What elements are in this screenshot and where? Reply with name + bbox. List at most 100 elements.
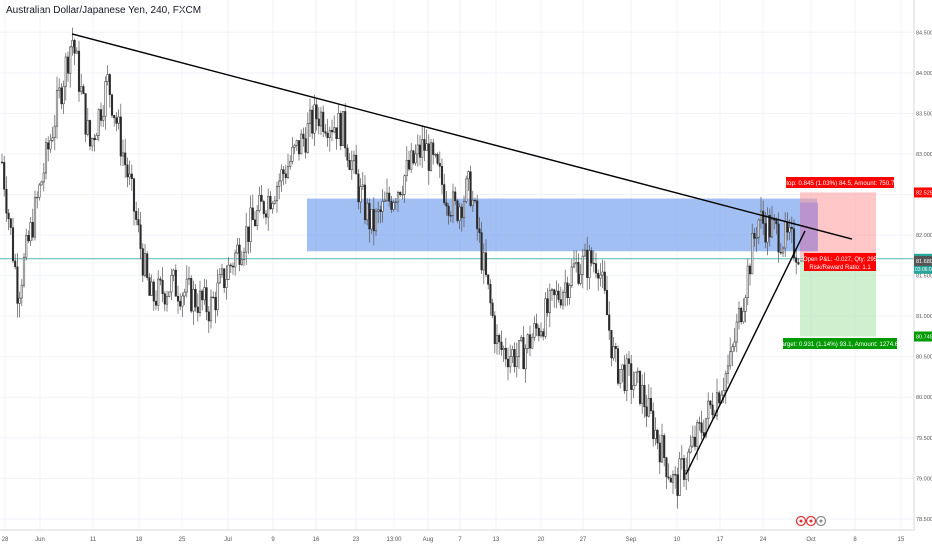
candle-body xyxy=(652,410,655,439)
candle-body xyxy=(403,175,406,195)
target-price-tag-bg xyxy=(914,331,932,342)
candle-body xyxy=(535,323,538,329)
candle-body xyxy=(473,199,477,202)
candle-body xyxy=(449,215,452,217)
candle-body xyxy=(704,418,708,437)
candle-body xyxy=(451,191,455,217)
candle-body xyxy=(203,287,206,301)
candle-body xyxy=(643,385,646,408)
candle-body xyxy=(62,86,65,105)
candle-body xyxy=(603,271,606,291)
candle-body xyxy=(5,188,8,214)
candle-body xyxy=(152,281,155,302)
time-tick-label: Sep xyxy=(626,537,637,543)
candle-body xyxy=(91,138,94,147)
candle-body xyxy=(205,287,208,313)
candle-body xyxy=(546,298,549,314)
candle-body xyxy=(550,289,554,291)
candle-body xyxy=(718,392,721,404)
candle-body xyxy=(436,154,439,164)
candle-body xyxy=(249,207,252,242)
candle-body xyxy=(528,334,532,349)
candle-body xyxy=(731,346,734,352)
candle-body xyxy=(537,327,540,337)
trendlines xyxy=(71,33,853,475)
candle-body xyxy=(328,129,331,138)
candle-body xyxy=(359,186,362,203)
candle-body xyxy=(509,356,512,368)
time-tick-label: Jun xyxy=(35,537,45,543)
candle-body xyxy=(306,123,309,153)
candle-body xyxy=(724,373,727,391)
candle-body xyxy=(47,142,50,150)
candle-body xyxy=(566,282,569,299)
time-tick-label: 27 xyxy=(580,537,587,543)
candle-body xyxy=(394,201,397,203)
entry-price-tag-bg xyxy=(914,255,932,266)
candle-body xyxy=(792,228,796,258)
candle-body xyxy=(247,226,250,242)
candle-body xyxy=(214,297,217,311)
candle-body xyxy=(722,390,725,396)
candle-body xyxy=(275,186,279,202)
candle-body xyxy=(715,392,719,417)
candle-body xyxy=(40,181,43,186)
candle-body xyxy=(768,214,771,238)
candle-body xyxy=(669,477,672,483)
candle-body xyxy=(194,288,197,308)
candle-body xyxy=(168,291,171,297)
candle-body xyxy=(544,298,547,337)
candle-body xyxy=(533,323,536,338)
candle-body xyxy=(157,278,160,306)
candle-body xyxy=(22,256,26,286)
candle-body xyxy=(764,223,767,243)
candle-body xyxy=(599,274,602,279)
candle-body xyxy=(146,253,149,278)
candle-body xyxy=(187,278,191,280)
candle-body xyxy=(667,476,670,479)
candle-body xyxy=(183,291,186,297)
candle-body xyxy=(614,346,617,349)
candle-body xyxy=(198,290,202,313)
candle-body xyxy=(517,340,521,357)
price-tick-label: 84.000 xyxy=(916,71,932,77)
candle-body xyxy=(493,315,496,344)
candle-body xyxy=(581,255,584,275)
event-icon-dot xyxy=(799,519,803,523)
candle-body xyxy=(231,265,235,268)
candle-body xyxy=(80,86,83,92)
candle-body xyxy=(744,297,747,312)
candle-body xyxy=(370,209,373,230)
candle-body xyxy=(471,199,474,206)
candle-body xyxy=(355,154,358,175)
candle-body xyxy=(110,94,114,116)
price-tick-label: 78.500 xyxy=(916,517,932,523)
candle-body xyxy=(159,278,162,281)
candle-body xyxy=(262,201,265,215)
candle-body xyxy=(150,281,153,296)
candle-body xyxy=(82,86,85,94)
time-tick-label: Aug xyxy=(423,537,434,543)
price-axis-bg xyxy=(914,0,932,550)
candle-body xyxy=(423,139,426,151)
candle-body xyxy=(135,211,138,220)
candle-body xyxy=(165,296,169,305)
candle-body xyxy=(729,351,732,367)
candle-body xyxy=(93,138,96,141)
candle-body xyxy=(696,422,699,447)
candle-body xyxy=(18,297,21,304)
candle-body xyxy=(458,206,461,221)
candle-body xyxy=(740,307,743,323)
time-tick-label: 24 xyxy=(760,537,767,543)
candle-body xyxy=(588,250,591,278)
price-tick-label: 81.500 xyxy=(916,274,932,280)
candle-body xyxy=(484,252,488,275)
candle-body xyxy=(99,109,103,121)
candle-body xyxy=(242,251,246,261)
candle-body xyxy=(119,116,122,157)
descending-trendline xyxy=(71,33,853,240)
open-pnl-text: Open P&L: -0.027, Qty: 295 xyxy=(803,257,878,263)
target-label: Target: 0.931 (1.14%) 93.1, Amount: 1274… xyxy=(778,341,902,348)
